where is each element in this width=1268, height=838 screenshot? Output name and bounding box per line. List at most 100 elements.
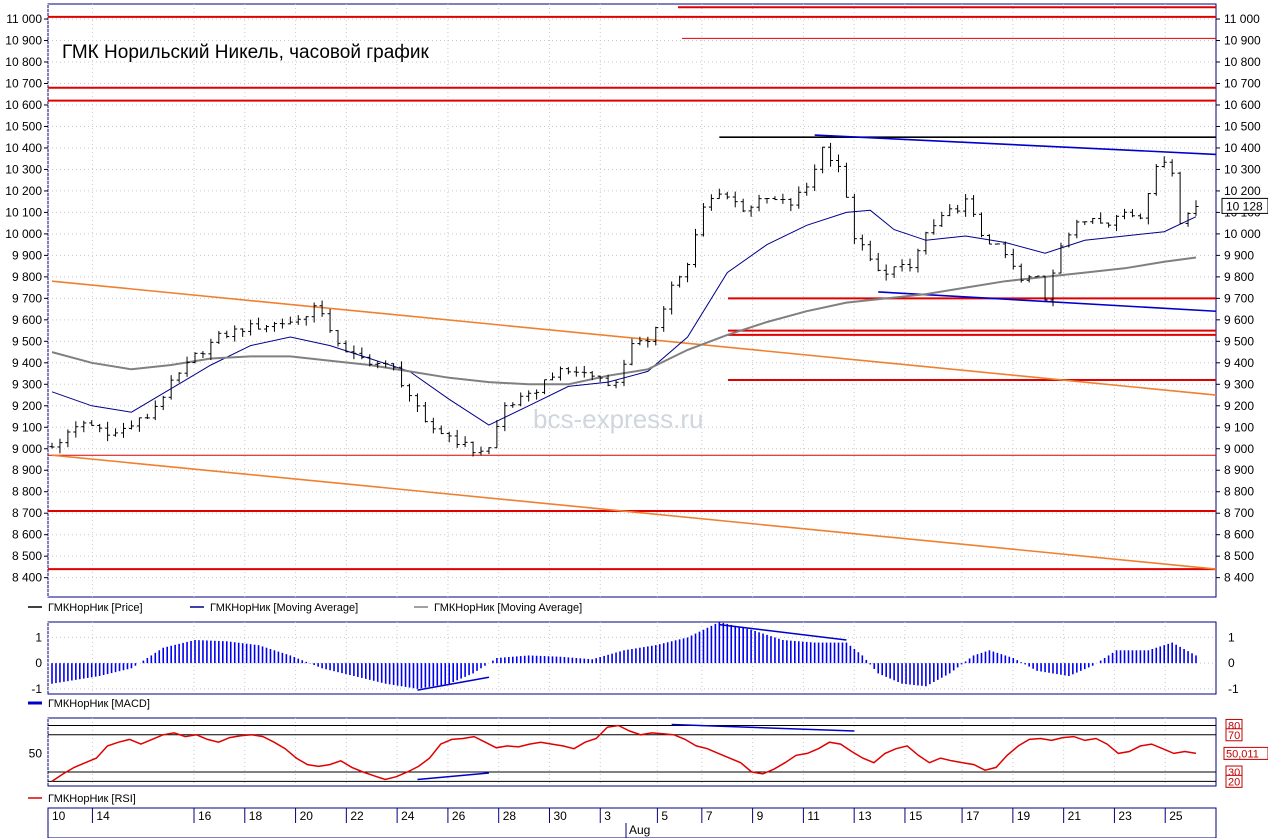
moving-average-slow [51, 256, 1197, 386]
macd-tick-label: 1 [35, 630, 42, 644]
rsi-panel-frame [47, 717, 1217, 787]
macd-y-axis-left: 1 0 -1 [31, 630, 42, 695]
price-tick-label: 10 200 [1224, 184, 1261, 198]
x-tick-label: 28 [503, 809, 517, 823]
legend-ma2: ГМКНорНик [Moving Average] [434, 602, 582, 614]
price-tick-label: 8 800 [12, 485, 42, 499]
x-tick-label: 23 [1118, 809, 1132, 823]
x-tick-label: 17 [966, 809, 980, 823]
rsi-last-label: 50,011 [1226, 748, 1259, 760]
macd-y-axis-right: 1 0 -1 [1228, 630, 1239, 695]
price-tick-label: 9 700 [1224, 291, 1254, 305]
legend-rsi: ГМКНорНик [RSI] [48, 793, 136, 805]
price-tick-label: 10 500 [1224, 119, 1261, 133]
price-tick-label: 11 000 [1224, 12, 1260, 26]
rsi-last-box [1223, 746, 1268, 760]
price-tick-label: 10 400 [5, 141, 42, 155]
macd-panel: 1 0 -1 1 0 -1 [31, 621, 1239, 696]
macd-tick-label: -1 [1228, 682, 1239, 696]
price-tick-label: 10 600 [1224, 98, 1261, 112]
price-tick-label: 8 400 [12, 571, 42, 585]
price-y-axis-right: 11 000 10 900 10 800 10 700 10 600 10 500 10 4… [1216, 12, 1261, 585]
x-tick-label: 18 [249, 809, 263, 823]
rsi-grid [47, 718, 1166, 786]
price-tick-label: 9 400 [1224, 356, 1254, 370]
macd-bars [51, 622, 1197, 689]
price-tick-label: 10 400 [1224, 141, 1261, 155]
macd-tick-label: 0 [35, 656, 42, 670]
price-tick-label: 9 700 [12, 291, 42, 305]
price-tick-label: 8 400 [1224, 571, 1254, 585]
rsi-series-line [51, 724, 1197, 782]
x-tick-label: 26 [452, 809, 466, 823]
macd-trend-line [417, 676, 490, 691]
price-tick-label: 9 300 [1224, 377, 1254, 391]
macd-tick-label: 0 [1228, 656, 1235, 670]
x-tick-label: 20 [300, 809, 314, 823]
x-tick-label: 15 [909, 809, 923, 823]
price-tick-label: 10 800 [5, 55, 42, 69]
price-tick-label: 8 900 [1224, 463, 1254, 477]
price-levels [48, 6, 1216, 571]
macd-trends [417, 623, 847, 691]
price-tick-label: 10 800 [1224, 55, 1261, 69]
price-tick-label: 8 800 [1224, 485, 1254, 499]
price-tick-label: 10 900 [1224, 34, 1261, 48]
x-ticks: 10 14 16 18 20 22 24 26 28 30 3 5 7 9 11 13 15 17 19 21 23 25 [47, 808, 1183, 823]
x-tick-label: 13 [858, 809, 872, 823]
rsi-level-label: 20 [1228, 776, 1240, 788]
price-y-axis-left: 11 000 10 900 10 800 10 700 10 600 10 500 10 4… [5, 12, 48, 585]
price-tick-label: 10 000 [5, 227, 42, 241]
price-tick-label: 8 700 [12, 506, 42, 520]
x-axis: 10 14 16 18 20 22 24 26 28 30 3 5 7 9 11 13 15 17 19 21 23 25… [47, 807, 1217, 838]
macd-tick-label: -1 [31, 682, 42, 696]
x-tick-label: 16 [198, 809, 212, 823]
x-tick-label: 9 [757, 809, 764, 823]
price-tick-label: 9 200 [12, 399, 42, 413]
trend-line [878, 291, 1217, 313]
price-tick-label: 9 600 [1224, 313, 1254, 327]
last-price-label: 10 128 [1226, 199, 1263, 213]
macd-tick-label: 1 [1228, 630, 1235, 644]
last-price-frame [1221, 197, 1268, 214]
price-tick-label: 9 800 [1224, 270, 1254, 284]
rsi-y-axis-left: 50 [29, 746, 43, 760]
price-tick-label: 9 100 [12, 420, 42, 434]
price-tick-label: 9 500 [1224, 334, 1254, 348]
price-tick-label: 9 900 [1224, 248, 1254, 262]
price-tick-label: 10 100 [5, 205, 42, 219]
price-tick-label: 10 700 [1224, 76, 1261, 90]
price-legend: ГМКНорНик [Price] ГМКНорНик [Moving Aver… [28, 602, 582, 614]
macd-legend: ГМКНорНик [MACD] [28, 698, 150, 710]
price-tick-label: 10 300 [5, 162, 42, 176]
price-grid [47, 4, 1216, 597]
month-label: Aug [629, 823, 650, 837]
trend-line [814, 134, 1217, 156]
x-tick-label: 21 [1068, 809, 1082, 823]
rsi-trend-line [417, 772, 490, 781]
rsi-level-box [1225, 774, 1243, 788]
price-tick-label: 11 000 [6, 12, 42, 26]
rsi-level-box [1225, 728, 1243, 742]
x-tick-label: 19 [1017, 809, 1031, 823]
rsi-trend-line [671, 723, 855, 732]
price-tick-label: 9 800 [12, 270, 42, 284]
price-tick-label: 9 900 [12, 248, 42, 262]
price-tick-label: 9 400 [12, 356, 42, 370]
x-tick-label: 22 [350, 809, 364, 823]
x-tick-label: 3 [604, 809, 611, 823]
price-candles [49, 142, 1199, 457]
price-tick-label: 10 300 [1224, 162, 1261, 176]
rsi-line [51, 724, 1197, 782]
legend-price: ГМКНорНик [Price] [48, 602, 143, 614]
last-price-box: 10 128 [1221, 197, 1268, 214]
price-tick-label: 8 600 [12, 528, 42, 542]
price-tick-label: 10 000 [1224, 227, 1261, 241]
x-tick-label: 5 [661, 809, 668, 823]
price-tick-label: 10 900 [5, 34, 42, 48]
price-tick-label: 9 500 [12, 334, 42, 348]
